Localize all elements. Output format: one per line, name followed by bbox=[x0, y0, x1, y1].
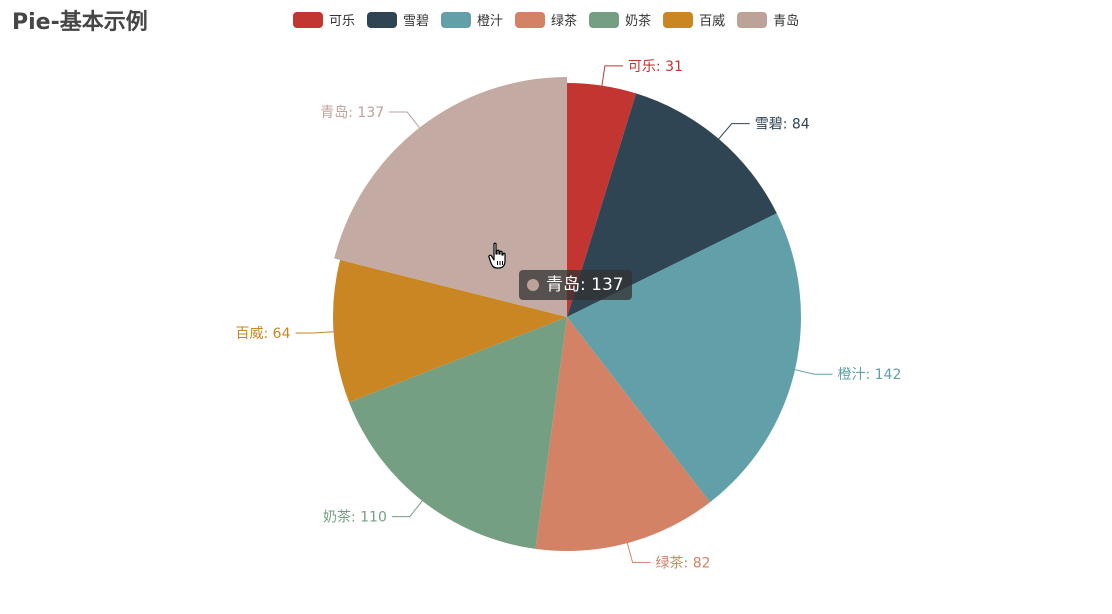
data-label: 奶茶: 110 bbox=[323, 510, 387, 526]
tooltip-text: 青岛: 137 bbox=[546, 275, 624, 295]
legend-label: 橙汁 bbox=[477, 14, 504, 29]
data-label: 雪碧: 84 bbox=[755, 117, 810, 133]
pie-slice[interactable] bbox=[567, 93, 777, 317]
legend-item[interactable]: 百威 bbox=[663, 10, 725, 29]
chart-title: Pie-基本示例 bbox=[12, 10, 148, 35]
legend-item[interactable]: 奶茶 bbox=[589, 10, 651, 29]
pie-slice[interactable] bbox=[567, 213, 801, 503]
legend-item[interactable]: 雪碧 bbox=[367, 10, 429, 29]
legend-swatch bbox=[737, 11, 768, 28]
legend-label: 奶茶 bbox=[625, 14, 652, 29]
label-leader-line bbox=[794, 369, 833, 375]
tooltip-dot bbox=[527, 279, 539, 292]
legend-swatch bbox=[367, 11, 398, 28]
label-leader-line bbox=[626, 542, 651, 563]
legend-label: 可乐 bbox=[329, 14, 356, 29]
legend-swatch bbox=[515, 11, 546, 28]
data-label: 绿茶: 82 bbox=[656, 555, 711, 571]
pointer-hand-icon bbox=[488, 242, 506, 269]
legend-swatch bbox=[663, 11, 694, 28]
label-leader-line bbox=[601, 65, 623, 86]
legend-swatch bbox=[441, 11, 472, 28]
label-leader-line bbox=[718, 123, 750, 140]
data-label: 百威: 64 bbox=[236, 326, 291, 342]
pie-slice[interactable] bbox=[334, 76, 567, 317]
legend-item[interactable]: 可乐 bbox=[293, 10, 355, 29]
legend-label: 绿茶 bbox=[551, 14, 578, 29]
legend-swatch bbox=[589, 11, 620, 28]
legend-item[interactable]: 绿茶 bbox=[515, 10, 577, 29]
pie-slice[interactable] bbox=[332, 259, 567, 403]
pie-slice[interactable] bbox=[567, 83, 637, 317]
label-leader-line bbox=[295, 331, 334, 334]
tooltip: 青岛: 137 bbox=[519, 270, 632, 301]
legend-item[interactable]: 橙汁 bbox=[441, 10, 503, 29]
legend-item[interactable]: 青岛 bbox=[737, 10, 799, 29]
legend: 可乐 雪碧 橙汁 绿茶 奶茶 百威 青岛 bbox=[293, 10, 799, 29]
legend-label: 雪碧 bbox=[403, 14, 430, 29]
legend-label: 青岛 bbox=[773, 14, 800, 29]
data-label: 青岛: 137 bbox=[320, 105, 384, 121]
pie-slice[interactable] bbox=[349, 317, 567, 549]
data-label: 可乐: 31 bbox=[628, 59, 683, 75]
data-label: 橙汁: 142 bbox=[837, 367, 901, 383]
label-leader-line bbox=[391, 500, 423, 518]
label-leader-line bbox=[389, 111, 420, 129]
legend-label: 百威 bbox=[699, 14, 726, 29]
legend-swatch bbox=[293, 11, 323, 28]
pie-slice[interactable] bbox=[535, 317, 710, 551]
